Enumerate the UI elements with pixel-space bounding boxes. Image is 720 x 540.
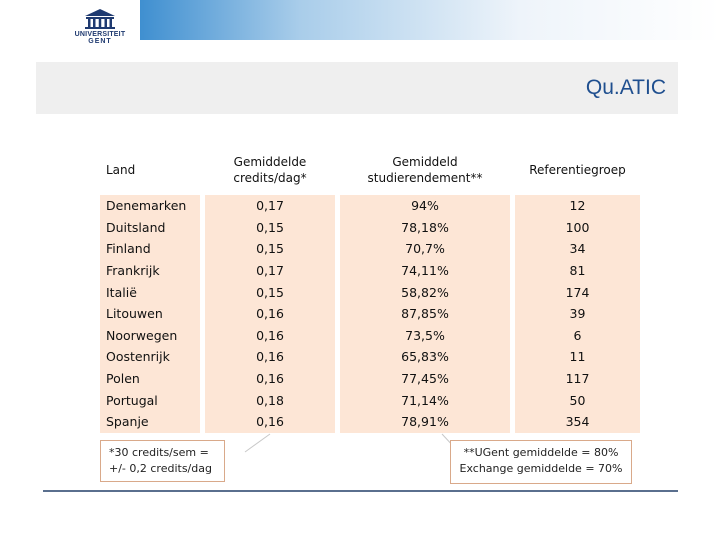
- logo-text-gent: GENT: [88, 38, 112, 45]
- column-header-rendement: Gemiddeld studierendement**: [340, 145, 510, 195]
- cell-land: Spanje: [106, 414, 149, 430]
- cell-rendement: 78,91%: [401, 414, 449, 430]
- cell-groep: 174: [565, 284, 590, 300]
- cell-rendement: 58,82%: [401, 284, 449, 300]
- logo-text-universiteit: UNIVERSITEIT: [74, 31, 126, 38]
- cell-credits: 0,16: [256, 371, 284, 387]
- column-header-rendement-line1: Gemiddeld: [392, 154, 458, 169]
- cell-credits: 0,15: [256, 284, 284, 300]
- cell-rendement: 94%: [411, 198, 439, 214]
- cell-land: Polen: [106, 371, 140, 387]
- cell-land: Portugal: [106, 392, 158, 408]
- cell-credits: 0,16: [256, 327, 284, 343]
- cell-land: Noorwegen: [106, 327, 178, 343]
- footnote-credits-line2: +/- 0,2 credits/dag: [109, 461, 212, 475]
- cell-rendement: 77,45%: [401, 371, 449, 387]
- column-rendement: 94% 78,18% 70,7% 74,11% 58,82% 87,85% 73…: [340, 195, 510, 433]
- bottom-divider: [43, 490, 678, 492]
- column-land: Denemarken Duitsland Finland Frankrijk I…: [100, 195, 200, 433]
- column-header-referentiegroep: Referentiegroep: [515, 145, 640, 195]
- cell-groep: 50: [569, 392, 586, 408]
- cell-land: Litouwen: [106, 306, 163, 322]
- cell-groep: 117: [565, 371, 590, 387]
- cell-groep: 100: [565, 219, 590, 235]
- footnote-credits-line1: *30 credits/sem =: [109, 446, 209, 459]
- footnote-rendement: **UGent gemiddelde = 80% Exchange gemidd…: [450, 440, 632, 484]
- column-header-credits-line1: Gemiddelde: [233, 154, 307, 169]
- cell-rendement: 74,11%: [401, 263, 449, 279]
- column-header-credits: Gemiddelde credits/dag*: [205, 145, 335, 195]
- cell-credits: 0,16: [256, 306, 284, 322]
- footnote-credits: *30 credits/sem = +/- 0,2 credits/dag: [100, 440, 225, 482]
- cell-rendement: 87,85%: [401, 306, 449, 322]
- cell-rendement: 70,7%: [405, 241, 445, 257]
- cell-land: Frankrijk: [106, 263, 160, 279]
- cell-groep: 12: [569, 198, 586, 214]
- cell-credits: 0,16: [256, 414, 284, 430]
- column-header-rendement-line2: studierendement**: [367, 171, 483, 185]
- column-header-land-text: Land: [106, 162, 136, 177]
- title-band: Qu.ATIC: [36, 62, 678, 114]
- cell-credits: 0,15: [256, 241, 284, 257]
- cell-credits: 0,17: [256, 198, 284, 214]
- cell-land: Italië: [106, 284, 137, 300]
- cell-land: Finland: [106, 241, 151, 257]
- cell-groep: 6: [573, 327, 582, 343]
- slide-title: Qu.ATIC: [585, 76, 666, 99]
- cell-groep: 11: [569, 349, 586, 365]
- footnote-rendement-line2: Exchange gemiddelde = 70%: [459, 461, 623, 475]
- cell-credits: 0,15: [256, 219, 284, 235]
- column-referentiegroep: 12 100 34 81 174 39 6 11 117 50 354: [515, 195, 640, 433]
- cell-land: Oostenrijk: [106, 349, 170, 365]
- cell-groep: 39: [569, 306, 586, 322]
- cell-land: Denemarken: [106, 198, 187, 214]
- logo-area: UNIVERSITEIT GENT: [0, 0, 140, 48]
- column-credits: 0,17 0,15 0,15 0,17 0,15 0,16 0,16 0,16 …: [205, 195, 335, 433]
- column-header-credits-line2: credits/dag*: [233, 171, 307, 185]
- column-header-referentiegroep-text: Referentiegroep: [529, 162, 626, 177]
- cell-rendement: 65,83%: [401, 349, 449, 365]
- cell-groep: 34: [569, 241, 586, 257]
- cell-rendement: 78,18%: [401, 219, 449, 235]
- cell-rendement: 71,14%: [401, 392, 449, 408]
- column-header-land: Land: [100, 145, 200, 195]
- cell-land: Duitsland: [106, 219, 166, 235]
- cell-rendement: 73,5%: [405, 327, 445, 343]
- cell-groep: 354: [565, 414, 590, 430]
- university-logo: UNIVERSITEIT GENT: [72, 8, 128, 45]
- cell-credits: 0,16: [256, 349, 284, 365]
- cell-groep: 81: [569, 263, 586, 279]
- cell-credits: 0,17: [256, 263, 284, 279]
- cell-credits: 0,18: [256, 392, 284, 408]
- leader-line-left: [244, 433, 271, 453]
- footnote-rendement-line1: **UGent gemiddelde = 80%: [463, 446, 619, 459]
- building-icon: [85, 9, 115, 29]
